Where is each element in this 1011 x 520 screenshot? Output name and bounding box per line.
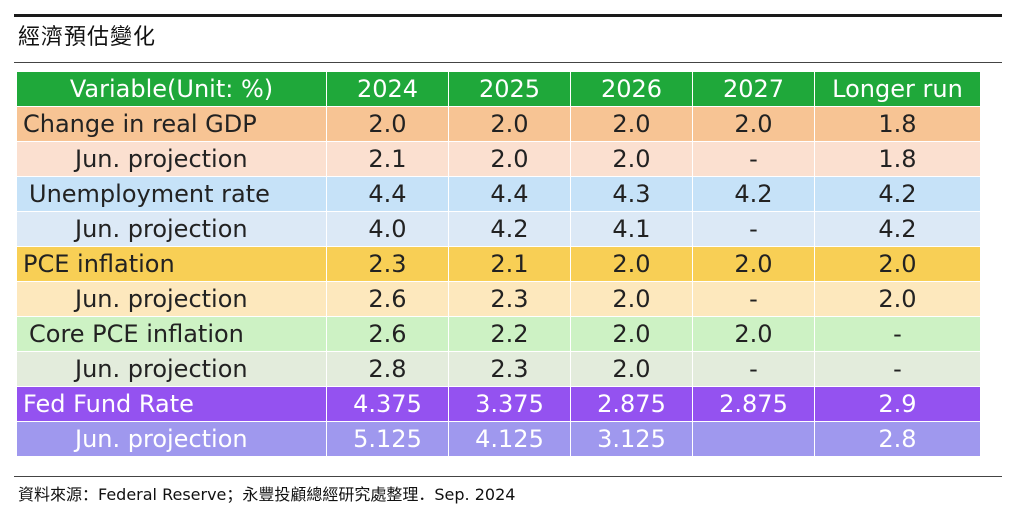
table-cell: 2.2	[448, 316, 571, 352]
table-cell: 2.0	[570, 246, 693, 282]
table-cell: 2.0	[692, 106, 815, 142]
table-cell: 4.125	[448, 421, 571, 457]
table-cell: -	[814, 316, 981, 352]
table-cell: 3.375	[448, 386, 571, 422]
table-cell: 2.875	[692, 386, 815, 422]
row-label: Change in real GDP	[16, 106, 327, 142]
table-cell: 2.0	[570, 281, 693, 317]
row-label: Core PCE inflation	[16, 316, 327, 352]
table-cell: 4.0	[326, 211, 449, 247]
top-rule	[14, 14, 1002, 17]
table-cell	[692, 421, 815, 457]
table-cell: 2.3	[448, 351, 571, 387]
table-cell: -	[814, 351, 981, 387]
table-cell: 2.875	[570, 386, 693, 422]
title-divider	[14, 62, 1002, 63]
table-cell: 2.0	[692, 316, 815, 352]
header-variable: Variable(Unit: %)	[16, 71, 327, 107]
table-row: Unemployment rate 4.4 4.4 4.3 4.2 4.2	[16, 176, 981, 212]
page-title: 經濟預估變化	[18, 25, 157, 50]
table-cell: 5.125	[326, 421, 449, 457]
table-cell: 4.4	[326, 176, 449, 212]
row-label: Jun. projection	[16, 421, 327, 457]
table-row: PCE inflation 2.3 2.1 2.0 2.0 2.0	[16, 246, 981, 282]
table-cell: 4.2	[448, 211, 571, 247]
table-cell: 4.2	[814, 176, 981, 212]
source-note: 資料來源：Federal Reserve；永豐投顧總經研究處整理．Sep. 20…	[18, 485, 516, 504]
table-cell: 2.0	[814, 246, 981, 282]
table-cell: -	[692, 281, 815, 317]
row-label: Unemployment rate	[16, 176, 327, 212]
table-cell: 1.8	[814, 141, 981, 177]
table-cell: 2.0	[448, 106, 571, 142]
table-cell: 2.0	[326, 106, 449, 142]
table-row: Jun. projection 2.1 2.0 2.0 - 1.8	[16, 141, 981, 177]
row-label: PCE inflation	[16, 246, 327, 282]
table-cell: 2.8	[326, 351, 449, 387]
table-cell: 2.0	[570, 106, 693, 142]
header-2027: 2027	[692, 71, 815, 107]
table-row: Jun. projection 4.0 4.2 4.1 - 4.2	[16, 211, 981, 247]
table-cell: 2.3	[448, 281, 571, 317]
table-cell: 2.6	[326, 316, 449, 352]
row-label: Jun. projection	[16, 351, 327, 387]
projection-table: Variable(Unit: %) 2024 2025 2026 2027 Lo…	[16, 71, 981, 457]
table-cell: -	[692, 211, 815, 247]
table-cell: 3.125	[570, 421, 693, 457]
table-row: Change in real GDP 2.0 2.0 2.0 2.0 1.8	[16, 106, 981, 142]
table-cell: 2.8	[814, 421, 981, 457]
header-2024: 2024	[326, 71, 449, 107]
table-cell: -	[692, 351, 815, 387]
table-row: Core PCE inflation 2.6 2.2 2.0 2.0 -	[16, 316, 981, 352]
table-cell: 2.1	[326, 141, 449, 177]
row-label: Jun. projection	[16, 281, 327, 317]
table-cell: 2.0	[448, 141, 571, 177]
header-longer-run: Longer run	[814, 71, 981, 107]
table-row: Fed Fund Rate 4.375 3.375 2.875 2.875 2.…	[16, 386, 981, 422]
row-label: Jun. projection	[16, 211, 327, 247]
table-cell: 4.2	[814, 211, 981, 247]
header-2025: 2025	[448, 71, 571, 107]
table-cell: 4.1	[570, 211, 693, 247]
table-cell: 4.4	[448, 176, 571, 212]
table-row: Jun. projection 5.125 4.125 3.125 2.8	[16, 421, 981, 457]
table-cell: 2.0	[570, 351, 693, 387]
table-cell: 1.8	[814, 106, 981, 142]
table-cell: 2.1	[448, 246, 571, 282]
table-row: Jun. projection 2.6 2.3 2.0 - 2.0	[16, 281, 981, 317]
table-cell: 2.9	[814, 386, 981, 422]
row-label: Jun. projection	[16, 141, 327, 177]
table-header-row: Variable(Unit: %) 2024 2025 2026 2027 Lo…	[16, 71, 981, 107]
table-cell: 2.3	[326, 246, 449, 282]
table-cell: -	[692, 141, 815, 177]
header-2026: 2026	[570, 71, 693, 107]
row-label: Fed Fund Rate	[16, 386, 327, 422]
table-cell: 4.3	[570, 176, 693, 212]
table-cell: 2.0	[570, 316, 693, 352]
table-row: Jun. projection 2.8 2.3 2.0 - -	[16, 351, 981, 387]
table-cell: 4.375	[326, 386, 449, 422]
table-cell: 2.0	[814, 281, 981, 317]
table-cell: 2.0	[692, 246, 815, 282]
table-cell: 4.2	[692, 176, 815, 212]
table-cell: 2.6	[326, 281, 449, 317]
table-cell: 2.0	[570, 141, 693, 177]
footer-divider	[14, 476, 1002, 477]
